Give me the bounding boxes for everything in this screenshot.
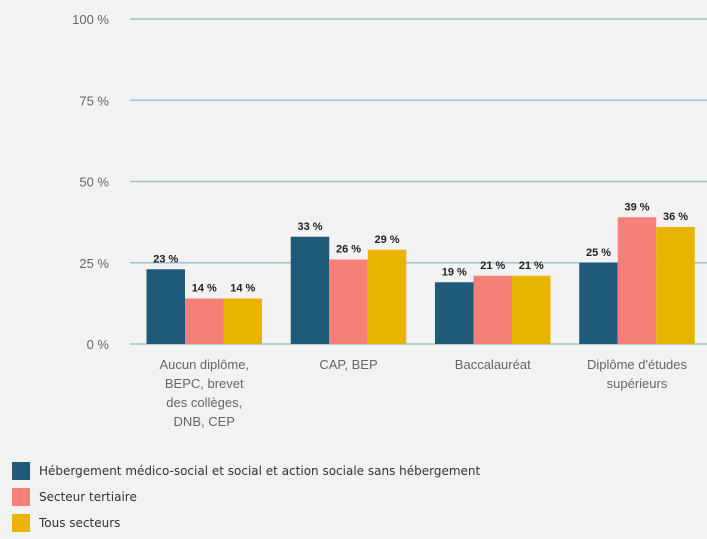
legend-label-hebergement: Hébergement médico-social et social et a…	[39, 463, 481, 478]
bar-diplome-d-etudes-hebergement-medico-s	[579, 262, 618, 344]
bar-aucun-diplome-secteur-tertiaire	[185, 298, 224, 344]
legend-swatch-tous-secteurs	[12, 513, 30, 532]
bar-aucun-diplome-tous-secteurs	[223, 298, 262, 344]
legend-label-secteur-tertiaire: Secteur tertiaire	[39, 489, 137, 504]
bar-diplome-d-etudes-secteur-tertiaire	[617, 217, 657, 344]
y-tick-label-100: 100 %	[72, 12, 109, 27]
data-label-baccalaureat-2: 21 %	[519, 260, 544, 272]
legend-item-hebergement: Hébergement médico-social et social et a…	[12, 461, 480, 480]
legend-label-tous-secteurs: Tous secteurs	[39, 515, 121, 530]
x-tick-label-cap-bep: CAP, BEP	[319, 357, 377, 372]
data-label-aucun-diplome-2: 14 %	[230, 283, 255, 295]
legend-swatch-secteur-tertiaire	[12, 487, 30, 506]
bar-chart: 0 % 25 % 50 % 75 % 100 % 23 % 14 % 14 % Aucun di…	[72, 12, 707, 429]
data-label-diplome-d-etudes-0: 25 %	[586, 247, 611, 259]
data-label-aucun-diplome-1: 14 %	[192, 283, 217, 295]
data-label-diplome-d-etudes-2: 36 %	[663, 211, 688, 223]
data-label-cap-bep-2: 29 %	[374, 234, 399, 246]
x-tick-label-aucun-diplome: Aucun diplôme, BEPC, brevet des collèges, D…	[159, 357, 249, 429]
y-tick-label-50: 50 %	[79, 175, 109, 190]
x-tick-label-baccalaureat: Baccalauréat	[455, 357, 531, 372]
legend-item-secteur-tertiaire: Secteur tertiaire	[12, 487, 480, 506]
data-label-cap-bep-0: 33 %	[297, 221, 322, 233]
bar-cap-bep-tous-secteurs	[367, 249, 407, 344]
y-tick-label-75: 75 %	[79, 93, 109, 108]
data-label-cap-bep-1: 26 %	[336, 244, 361, 256]
bar-cap-bep-secteur-tertiaire	[329, 259, 368, 344]
data-label-diplome-d-etudes-1: 39 %	[624, 201, 649, 213]
data-label-aucun-diplome-0: 23 %	[153, 253, 178, 265]
legend-item-tous-secteurs: Tous secteurs	[12, 513, 480, 532]
bar-baccalaureat-secteur-tertiaire	[473, 275, 512, 344]
x-tick-label-diplome-d-etudes: Diplôme d'études supérieurs	[587, 357, 688, 391]
bar-baccalaureat-hebergement-medico-s	[435, 282, 474, 344]
y-tick-label-0: 0 %	[87, 337, 110, 352]
data-label-baccalaureat-1: 21 %	[480, 260, 505, 272]
bar-baccalaureat-tous-secteurs	[512, 275, 551, 344]
data-label-baccalaureat-0: 19 %	[442, 266, 467, 278]
bar-diplome-d-etudes-tous-secteurs	[656, 227, 695, 344]
bar-cap-bep-hebergement-medico-s	[290, 236, 330, 344]
legend-swatch-hebergement	[12, 461, 30, 480]
bar-aucun-diplome-hebergement-medico-s	[146, 269, 185, 344]
y-tick-label-25: 25 %	[79, 256, 109, 271]
legend: Hébergement médico-social et social et a…	[12, 461, 480, 539]
